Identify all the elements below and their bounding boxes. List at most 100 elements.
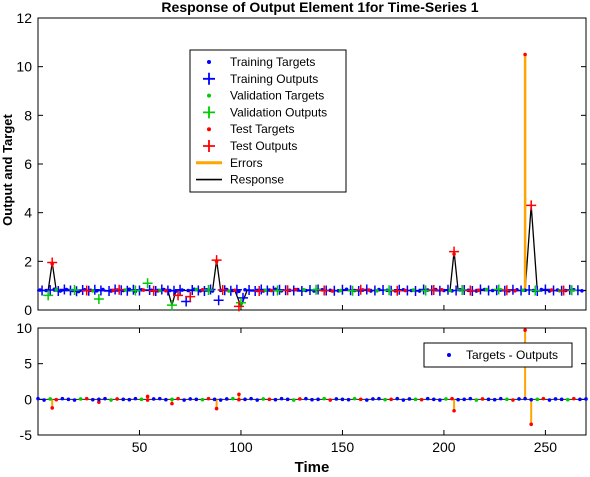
validation-targets-point-2 <box>123 288 128 292</box>
y-tick-label-bottom-5: 5 <box>24 356 32 372</box>
training-outputs-point-32 <box>244 285 255 296</box>
targets-outputs-point-17 <box>139 397 144 402</box>
targets-outputs-point-23 <box>176 396 180 401</box>
x-axis-label: Time <box>295 459 330 476</box>
validation-targets-point-12 <box>484 287 489 292</box>
targets-outputs-point-82 <box>535 397 540 402</box>
legend-top: Training Targets Training Outputs Validati… <box>189 49 347 193</box>
targets-outputs-point-90 <box>584 397 588 401</box>
error-stem-tip-0 <box>50 406 55 410</box>
targets-outputs-point-69 <box>456 397 460 402</box>
test-targets-point-12 <box>440 288 444 292</box>
error-stem-tip-4 <box>214 406 219 411</box>
targets-outputs-point-85 <box>553 397 558 401</box>
test-targets-point-1 <box>111 288 115 293</box>
y-ticks-bottom: -5 0 5 10 <box>16 320 586 443</box>
targets-outputs-point-18 <box>145 398 150 402</box>
test-targets-point-14 <box>476 288 481 293</box>
targets-outputs-point-73 <box>480 397 485 401</box>
targets-outputs-point-62 <box>413 397 418 402</box>
training-outputs-point-5 <box>71 286 82 297</box>
test-targets-point-9 <box>330 289 335 293</box>
validation-targets-point-1 <box>91 288 95 293</box>
targets-outputs-point-74 <box>486 397 491 402</box>
x-tick-label-150: 150 <box>331 439 355 455</box>
error-stem-tip-8 <box>529 422 533 427</box>
targets-outputs-point-35 <box>249 396 253 401</box>
targets-outputs-point-43 <box>298 397 302 401</box>
targets-outputs-point-53 <box>358 397 363 402</box>
y-tick-label-10: 10 <box>16 59 32 75</box>
legend-label-test-targets: Test Targets <box>230 122 294 136</box>
legend-marker-validation-outputs <box>203 106 215 119</box>
test-outputs-point-1 <box>81 285 92 296</box>
test-outputs-point-4 <box>173 290 184 301</box>
targets-outputs-point-50 <box>340 397 345 402</box>
validation-targets-point-6 <box>263 288 268 293</box>
targets-outputs-point-61 <box>407 397 412 401</box>
targets-outputs-point-30 <box>218 398 223 402</box>
targets-outputs-point-59 <box>395 396 400 401</box>
legend-label-validation-targets: Validation Targets <box>230 89 324 103</box>
validation-outputs-point-5 <box>166 300 177 311</box>
targets-outputs-point-38 <box>267 397 272 402</box>
targets-outputs-point-70 <box>462 397 467 402</box>
test-outputs-point-10 <box>282 285 293 296</box>
validation-targets-point-3 <box>157 288 162 293</box>
test-outputs-point-12 <box>355 284 366 295</box>
test-outputs-point-18 <box>526 200 537 211</box>
targets-outputs-point-54 <box>365 398 369 402</box>
error-stem-tip-7 <box>523 328 527 332</box>
test-outputs-point-17 <box>501 285 512 296</box>
targets-outputs-point-19 <box>151 397 156 401</box>
validation-outputs-point-6 <box>203 285 214 296</box>
test-outputs-point-9 <box>254 286 265 297</box>
legend-label-targets-outputs: Targets - Outputs <box>466 348 558 362</box>
validation-targets-point-0 <box>54 288 59 292</box>
y-tick-label-6: 6 <box>24 156 32 172</box>
legend-marker-validation-targets <box>207 93 211 98</box>
targets-outputs-point-0 <box>36 396 40 401</box>
validation-targets-point-5 <box>226 289 231 293</box>
validation-outputs-point-15 <box>530 285 541 296</box>
targets-outputs-point-75 <box>492 397 497 402</box>
targets-outputs-point-81 <box>529 397 533 402</box>
targets-outputs-point-68 <box>450 396 454 401</box>
test-targets-point-4 <box>200 288 205 292</box>
legend-label-validation-outputs: Validation Outputs <box>230 105 327 119</box>
targets-outputs-point-45 <box>310 397 314 402</box>
targets-outputs-point-37 <box>261 397 266 401</box>
test-outputs-point-2 <box>114 284 125 295</box>
targets-outputs-point-76 <box>498 396 503 401</box>
test-targets-point-2 <box>141 288 146 292</box>
targets-outputs-point-4 <box>60 396 65 401</box>
error-stem-tip-3 <box>170 401 174 406</box>
targets-outputs-point-44 <box>304 396 308 401</box>
targets-outputs-point-49 <box>334 397 339 401</box>
training-outputs-point-3 <box>59 284 70 295</box>
y-tick-label-12: 12 <box>16 10 32 26</box>
targets-outputs-point-46 <box>316 397 320 402</box>
targets-outputs-point-48 <box>328 398 333 402</box>
validation-targets-point-10 <box>411 288 416 292</box>
targets-outputs-point-84 <box>547 398 552 402</box>
validation-outputs-point-4 <box>142 278 153 289</box>
test-outputs-point-16 <box>465 285 476 296</box>
targets-outputs-point-67 <box>444 397 448 401</box>
validation-targets-point-4 <box>194 287 199 292</box>
legend-marker-test-targets <box>207 127 211 132</box>
y-tick-label-bottom-10: 10 <box>16 320 32 336</box>
targets-outputs-point-72 <box>474 398 479 402</box>
x-tick-label-50: 50 <box>132 439 148 455</box>
targets-outputs-point-28 <box>206 396 211 401</box>
y-axis-label: Output and Target <box>0 113 15 225</box>
training-outputs-point-70 <box>540 284 551 295</box>
test-outputs-point-13 <box>392 285 403 296</box>
legend-bottom: Targets - Outputs <box>423 342 573 368</box>
validation-targets-point-11 <box>448 288 452 293</box>
x-ticks-bottom: 50 100 150 200 250 <box>132 328 557 455</box>
targets-outputs-point-34 <box>243 397 247 402</box>
targets-outputs-point-10 <box>97 397 101 402</box>
